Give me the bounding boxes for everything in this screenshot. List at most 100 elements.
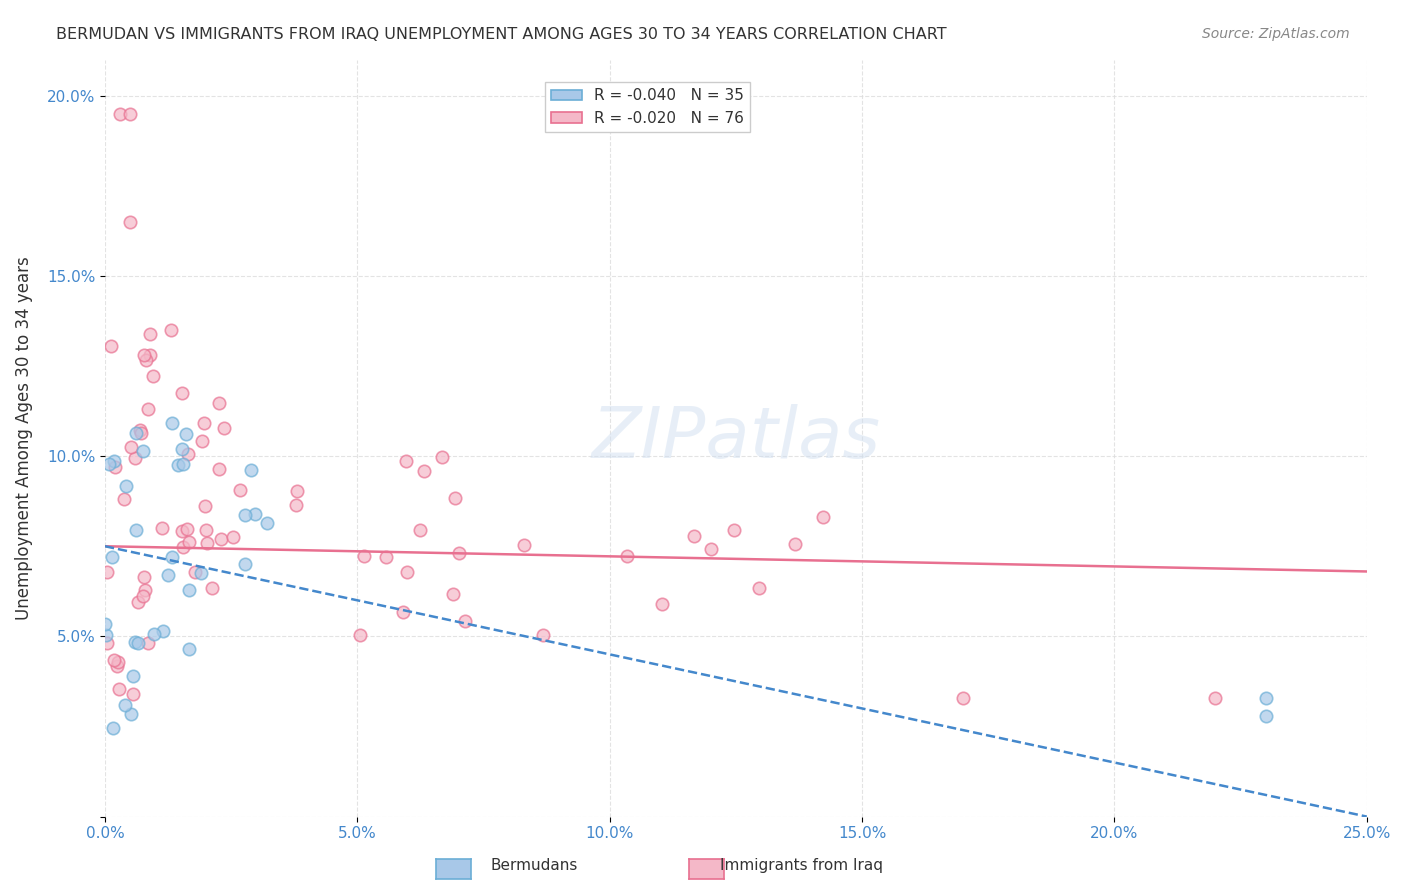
Point bbox=[103, 454, 125, 468]
Point bbox=[101, 549, 124, 564]
Point bbox=[134, 582, 156, 597]
Point bbox=[132, 589, 155, 603]
Text: Immigrants from Iraq: Immigrants from Iraq bbox=[720, 858, 883, 872]
Point bbox=[616, 549, 638, 563]
Point bbox=[443, 491, 465, 506]
Point bbox=[125, 523, 148, 537]
Point bbox=[132, 348, 155, 362]
Point bbox=[114, 479, 136, 493]
Point bbox=[700, 541, 723, 556]
Point bbox=[651, 597, 673, 611]
Point bbox=[156, 568, 179, 582]
Point bbox=[120, 106, 142, 120]
Point bbox=[127, 595, 149, 609]
Point bbox=[723, 523, 745, 537]
Point bbox=[190, 566, 212, 581]
Point bbox=[172, 442, 194, 457]
Point bbox=[107, 682, 129, 697]
Point bbox=[513, 538, 536, 552]
Point bbox=[172, 457, 194, 471]
Point bbox=[285, 483, 308, 498]
Point bbox=[96, 636, 118, 650]
Point bbox=[194, 523, 217, 537]
Point bbox=[127, 636, 149, 650]
Text: Source: ZipAtlas.com: Source: ZipAtlas.com bbox=[1202, 27, 1350, 41]
Point bbox=[132, 444, 155, 458]
Point bbox=[101, 722, 124, 736]
Point bbox=[120, 706, 142, 721]
Point bbox=[108, 106, 131, 120]
Point bbox=[201, 582, 224, 596]
Point bbox=[284, 498, 307, 512]
Text: ZIPatlas: ZIPatlas bbox=[592, 403, 880, 473]
Point bbox=[952, 690, 974, 705]
Y-axis label: Unemployment Among Ages 30 to 34 years: Unemployment Among Ages 30 to 34 years bbox=[15, 256, 32, 620]
Point bbox=[142, 368, 165, 383]
Point bbox=[413, 464, 436, 478]
Point bbox=[121, 669, 143, 683]
Point bbox=[177, 583, 200, 598]
Point bbox=[94, 617, 117, 632]
Point bbox=[396, 566, 419, 580]
Point bbox=[107, 655, 129, 669]
Point bbox=[124, 451, 146, 466]
Point bbox=[120, 215, 142, 229]
Point bbox=[105, 658, 128, 673]
Point bbox=[375, 549, 398, 564]
Point bbox=[233, 557, 256, 571]
Text: BERMUDAN VS IMMIGRANTS FROM IRAQ UNEMPLOYMENT AMONG AGES 30 TO 34 YEARS CORRELAT: BERMUDAN VS IMMIGRANTS FROM IRAQ UNEMPLO… bbox=[56, 27, 946, 42]
Point bbox=[209, 532, 232, 546]
Point bbox=[167, 458, 190, 473]
Point bbox=[136, 636, 159, 650]
Point bbox=[170, 524, 193, 539]
Point bbox=[135, 353, 157, 368]
Point bbox=[208, 396, 231, 410]
Point bbox=[136, 401, 159, 416]
Point bbox=[212, 421, 235, 435]
Point bbox=[139, 326, 162, 341]
Point bbox=[441, 586, 464, 600]
Point bbox=[1254, 708, 1277, 723]
Point bbox=[531, 628, 554, 642]
Point bbox=[177, 535, 200, 549]
Point bbox=[748, 581, 770, 595]
Point bbox=[120, 440, 142, 454]
Point bbox=[152, 624, 174, 638]
Point bbox=[129, 425, 152, 440]
Point bbox=[392, 606, 415, 620]
Point bbox=[430, 450, 453, 464]
Point bbox=[176, 522, 198, 536]
Point bbox=[1204, 690, 1226, 705]
Point bbox=[159, 323, 181, 337]
Point bbox=[349, 627, 371, 641]
Point bbox=[243, 507, 266, 521]
Text: Bermudans: Bermudans bbox=[491, 858, 578, 872]
Point bbox=[160, 416, 183, 430]
Point bbox=[174, 427, 197, 442]
Point bbox=[353, 549, 375, 564]
Point bbox=[96, 565, 118, 579]
Legend: R = -0.040   N = 35, R = -0.020   N = 76: R = -0.040 N = 35, R = -0.020 N = 76 bbox=[546, 82, 749, 132]
Point bbox=[122, 687, 145, 701]
Point bbox=[170, 386, 193, 401]
Point bbox=[124, 634, 146, 648]
Point bbox=[100, 339, 122, 353]
Point bbox=[449, 546, 471, 560]
Point bbox=[143, 627, 166, 641]
Point bbox=[184, 566, 207, 580]
Point bbox=[408, 524, 430, 538]
Point bbox=[150, 521, 173, 535]
Point bbox=[97, 457, 120, 471]
Point bbox=[172, 540, 194, 554]
Point bbox=[256, 516, 278, 531]
Point bbox=[104, 460, 127, 475]
Point bbox=[139, 348, 162, 362]
Point bbox=[229, 483, 252, 497]
Point bbox=[454, 614, 477, 628]
Point bbox=[193, 416, 215, 430]
Point bbox=[191, 434, 214, 449]
Point bbox=[811, 510, 834, 524]
Point bbox=[395, 454, 418, 468]
Point bbox=[235, 508, 257, 523]
Point bbox=[177, 641, 200, 656]
